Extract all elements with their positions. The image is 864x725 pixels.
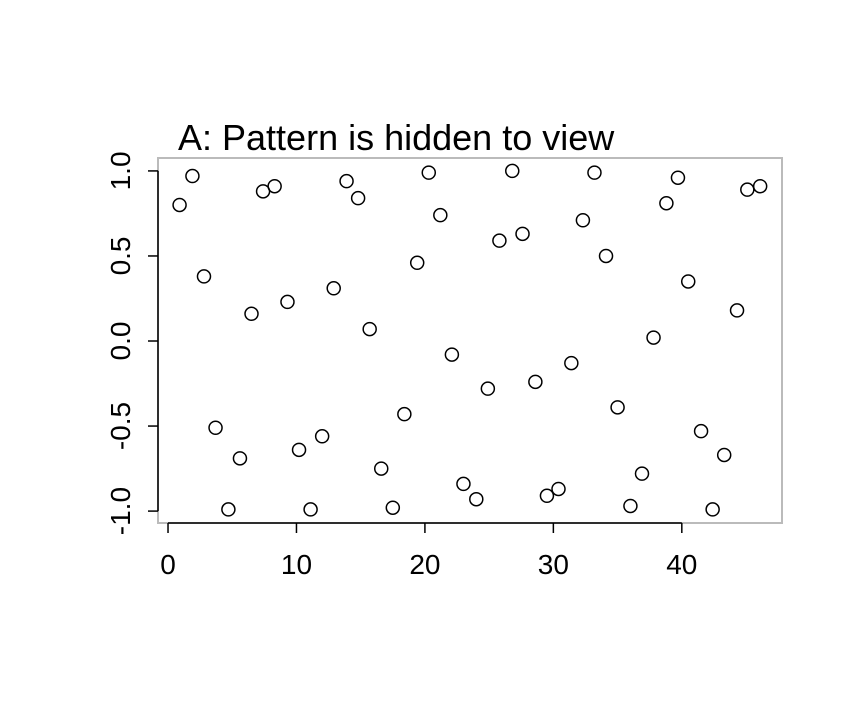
point	[421, 165, 437, 180]
point	[515, 226, 530, 242]
point	[729, 303, 745, 318]
point	[350, 190, 366, 206]
point	[551, 481, 566, 497]
point	[267, 178, 282, 194]
point	[539, 488, 555, 504]
point	[716, 447, 732, 463]
y-tick-label: 0.5	[105, 236, 136, 275]
point	[659, 195, 674, 211]
point	[172, 197, 187, 213]
point	[505, 163, 520, 179]
point	[623, 498, 638, 514]
point	[314, 429, 330, 444]
point	[646, 330, 661, 345]
point	[185, 168, 200, 184]
point	[528, 374, 543, 390]
y-tick-label: -1.0	[105, 487, 136, 535]
point	[634, 466, 650, 481]
y-tick-label: 0.0	[105, 322, 136, 361]
point	[232, 451, 248, 466]
point	[740, 182, 755, 197]
point	[373, 461, 389, 476]
point	[492, 233, 507, 248]
x-tick-label: 0	[160, 549, 176, 580]
point	[362, 321, 377, 337]
point	[444, 347, 460, 362]
point	[208, 420, 223, 436]
point	[587, 165, 602, 180]
point	[670, 170, 686, 185]
point	[564, 355, 579, 371]
point	[303, 502, 318, 517]
point	[409, 255, 425, 271]
point	[244, 306, 259, 322]
point	[693, 423, 709, 439]
y-tick-label: 1.0	[105, 151, 136, 190]
x-tick-label: 30	[538, 549, 569, 580]
point	[433, 207, 448, 223]
point	[598, 248, 614, 264]
point	[280, 294, 295, 310]
x-tick-label: 10	[281, 549, 312, 580]
point	[469, 491, 484, 507]
x-tick-label: 20	[409, 549, 440, 580]
point	[752, 178, 768, 194]
point	[385, 500, 401, 515]
chart-title: A: Pattern is hidden to view	[178, 117, 615, 158]
y-tick-label: -0.5	[105, 402, 136, 450]
point	[221, 502, 236, 517]
point	[456, 476, 471, 492]
point	[680, 274, 696, 289]
point	[575, 213, 591, 228]
point	[326, 281, 341, 296]
plot-frame	[157, 157, 783, 524]
x-tick-label: 40	[666, 549, 697, 580]
point	[339, 173, 354, 189]
point	[705, 502, 720, 517]
point	[610, 400, 625, 415]
point	[480, 381, 496, 396]
point	[397, 406, 412, 422]
point	[291, 442, 307, 458]
point	[196, 269, 212, 284]
